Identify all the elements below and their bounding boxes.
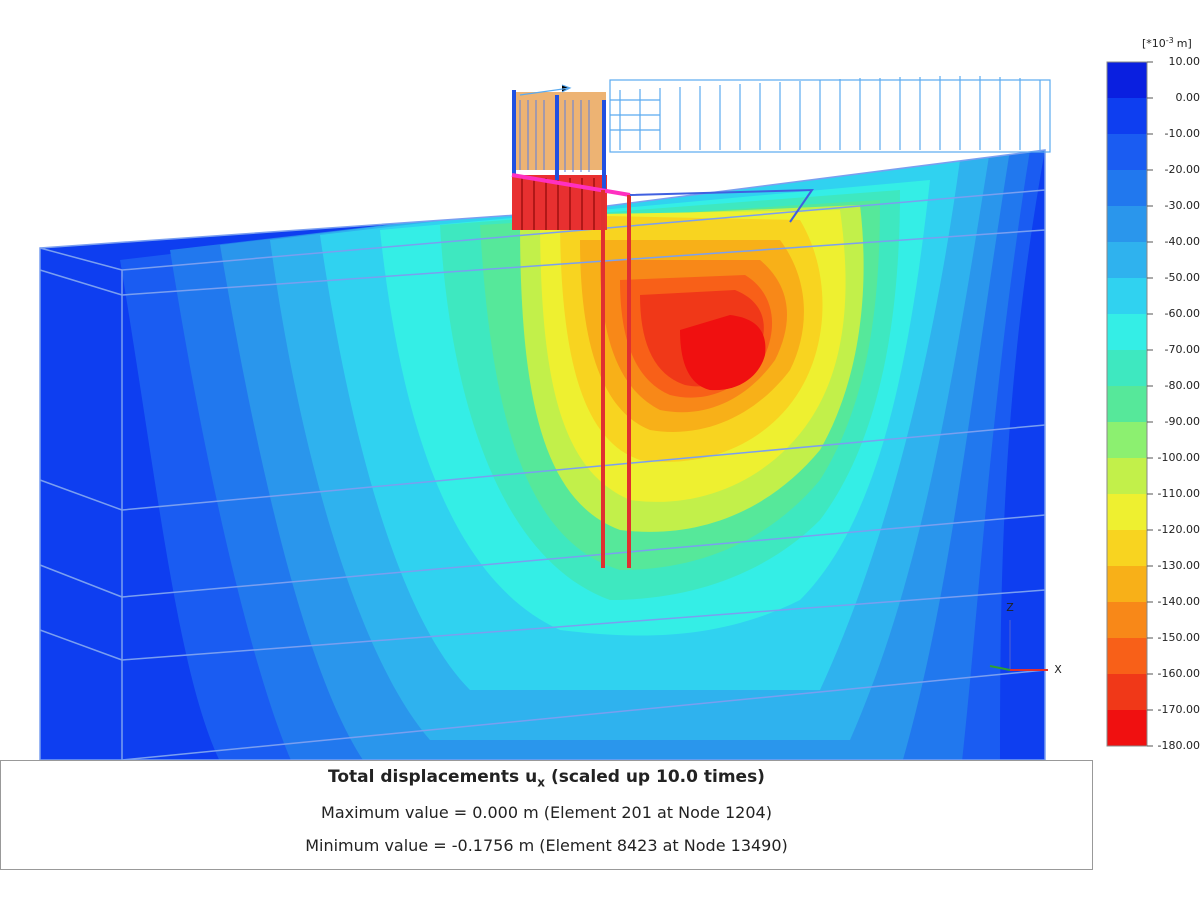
unit-power: -3 (1166, 36, 1174, 45)
legend-band (1107, 710, 1147, 747)
legend-band (1107, 278, 1147, 315)
legend-band (1107, 350, 1147, 387)
legend-label: -80.00 (1165, 379, 1200, 392)
legend-label: -60.00 (1165, 307, 1200, 320)
legend-label: -40.00 (1165, 235, 1200, 248)
legend-label: -110.00 (1158, 487, 1200, 500)
axis-label: X (1054, 663, 1062, 676)
legend-band (1107, 98, 1147, 135)
title-suffix: (scaled up 10.0 times) (550, 767, 765, 787)
load-arrows (519, 76, 1051, 153)
legend-band (1107, 566, 1147, 603)
legend-band (1107, 134, 1147, 171)
model-outline (39, 149, 1046, 761)
legend-label: -130.00 (1158, 559, 1200, 572)
legend-frame (1106, 61, 1148, 747)
legend-label: -50.00 (1165, 271, 1200, 284)
legend-band (1107, 314, 1147, 351)
legend-label: -20.00 (1165, 163, 1200, 176)
legend-label: -30.00 (1165, 199, 1200, 212)
legend-band (1107, 530, 1147, 567)
legend-band (1107, 242, 1147, 279)
legend-band (1107, 458, 1147, 495)
legend-label: -140.00 (1158, 595, 1200, 608)
legend-band (1107, 602, 1147, 639)
legend-band (1107, 638, 1147, 675)
legend-band (1107, 62, 1147, 99)
legend-label: -90.00 (1165, 415, 1200, 428)
legend-label: -170.00 (1158, 703, 1200, 716)
title-text: Total displacements u (328, 767, 538, 787)
legend-label: -160.00 (1158, 667, 1200, 680)
legend-band (1107, 422, 1147, 459)
legend-unit: [*10-3 m] (1142, 36, 1192, 51)
legend-label: -10.00 (1165, 127, 1200, 140)
legend-label: -100.00 (1158, 451, 1200, 464)
legend-label: 10.00 (1169, 55, 1200, 68)
unit-suffix: m] (1177, 37, 1192, 50)
axis-label: Z (1006, 601, 1014, 614)
legend-band (1107, 386, 1147, 423)
legend-label: -180.00 (1158, 739, 1200, 752)
structure (511, 76, 1051, 568)
legend: [*10-3 m] 10.00 0.00 -10.00 -20.00 -30.00 -40.… (1106, 36, 1200, 752)
title-subscript: x (537, 775, 545, 790)
legend-band (1107, 494, 1147, 531)
contour-plot (40, 150, 1045, 760)
max-value: Maximum value = 0.000 m (Element 201 at … (321, 803, 772, 823)
info-box: Total displacements ux (scaled up 10.0 ti… (0, 760, 1093, 870)
legend-label: 0.00 (1176, 91, 1200, 104)
axis-triad: Z X (989, 601, 1062, 676)
legend-band (1107, 170, 1147, 207)
info-title: Total displacements ux (scaled up 10.0 ti… (1, 767, 1092, 789)
legend-label: -120.00 (1158, 523, 1200, 536)
legend-band (1107, 674, 1147, 711)
unit-prefix: [*10 (1142, 37, 1166, 50)
min-value: Minimum value = -0.1756 m (Element 8423 … (305, 836, 788, 856)
legend-band (1107, 206, 1147, 243)
legend-label: -70.00 (1165, 343, 1200, 356)
legend-label: -150.00 (1158, 631, 1200, 644)
